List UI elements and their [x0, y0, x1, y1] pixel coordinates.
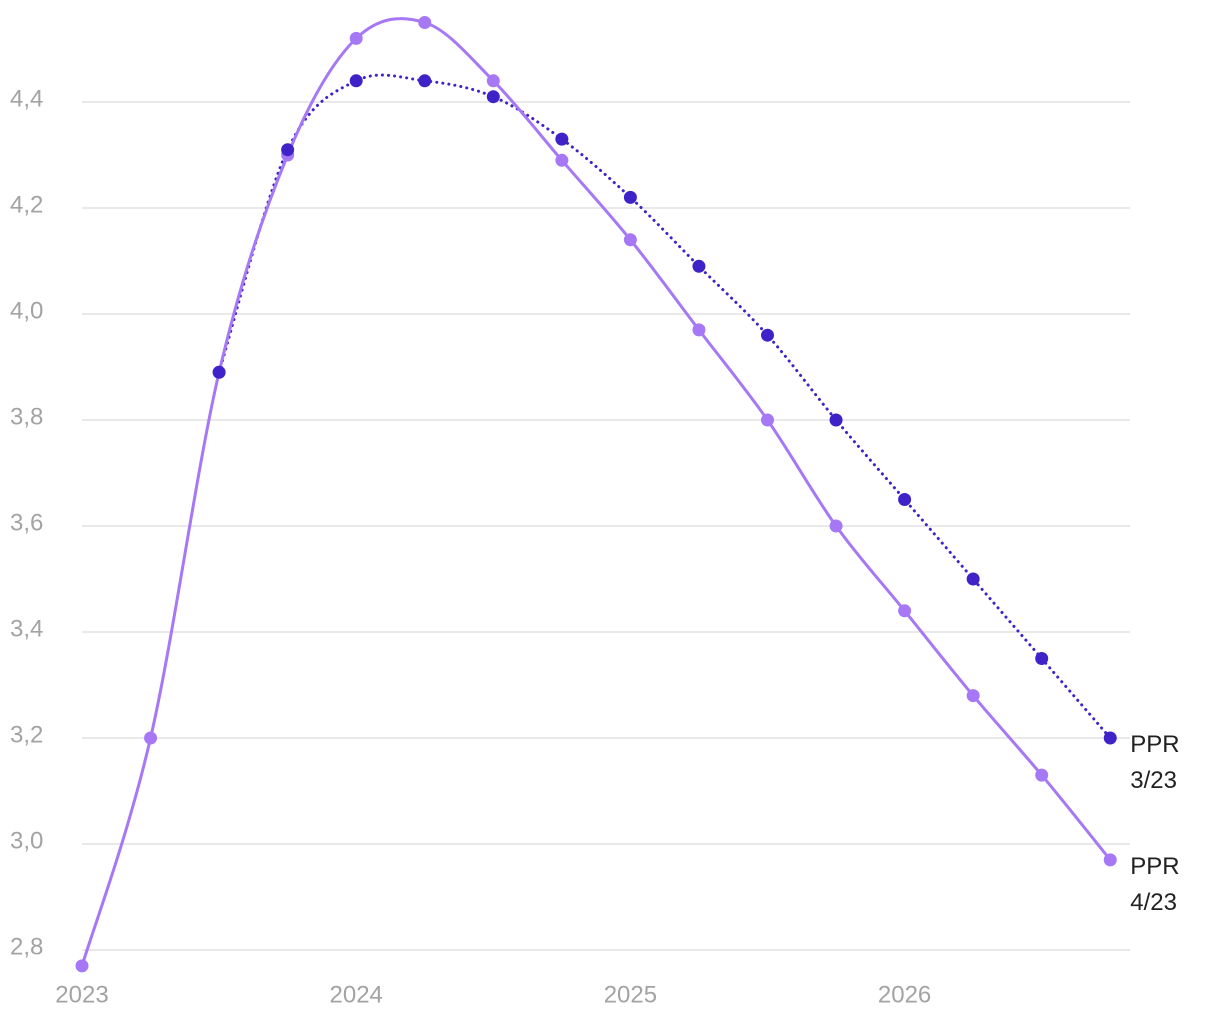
data-point: [281, 143, 295, 157]
x-tick-label: 2026: [878, 981, 931, 1008]
data-point: [1035, 768, 1049, 782]
data-point: [623, 233, 637, 247]
y-tick-label: 4,2: [10, 191, 43, 218]
y-tick-label: 3,8: [10, 403, 43, 430]
data-point: [1035, 652, 1049, 665]
data-point: [623, 190, 637, 204]
data-point: [898, 604, 912, 618]
y-tick-label: 3,0: [10, 827, 43, 854]
data-point: [418, 16, 432, 29]
series-label: PPR 4/23: [1130, 852, 1180, 916]
series-line: [80, 17, 1112, 968]
x-tick-label: 2025: [604, 981, 657, 1008]
data-point: [761, 328, 774, 342]
data-point: [555, 153, 569, 167]
y-tick-label: 3,6: [10, 509, 43, 536]
data-point: [75, 959, 89, 973]
data-point: [349, 74, 363, 88]
data-point: [212, 365, 226, 379]
x-tick-label: 2024: [330, 981, 383, 1008]
data-point: [966, 689, 980, 703]
series-line: [217, 73, 1112, 740]
data-point: [418, 74, 432, 88]
series-label: PPR 3/23: [1130, 731, 1180, 794]
y-tick-label: 3,4: [10, 615, 43, 642]
y-tick-label: 3,2: [10, 721, 43, 748]
data-point: [349, 31, 363, 45]
y-tick-label: 4,0: [10, 297, 43, 324]
data-point: [966, 572, 980, 586]
data-point: [692, 323, 706, 337]
data-point: [486, 90, 500, 104]
data-point: [829, 519, 843, 533]
data-point: [692, 259, 706, 273]
data-point: [1103, 853, 1117, 867]
data-point: [555, 132, 569, 146]
data-point: [144, 731, 158, 745]
y-tick-label: 4,4: [10, 85, 43, 112]
data-point: [829, 413, 843, 427]
data-point: [486, 74, 500, 88]
data-point: [898, 493, 912, 506]
y-tick-label: 2,8: [10, 933, 43, 960]
data-point: [761, 413, 774, 427]
x-tick-label: 2023: [55, 981, 108, 1008]
data-point: [1103, 731, 1117, 745]
